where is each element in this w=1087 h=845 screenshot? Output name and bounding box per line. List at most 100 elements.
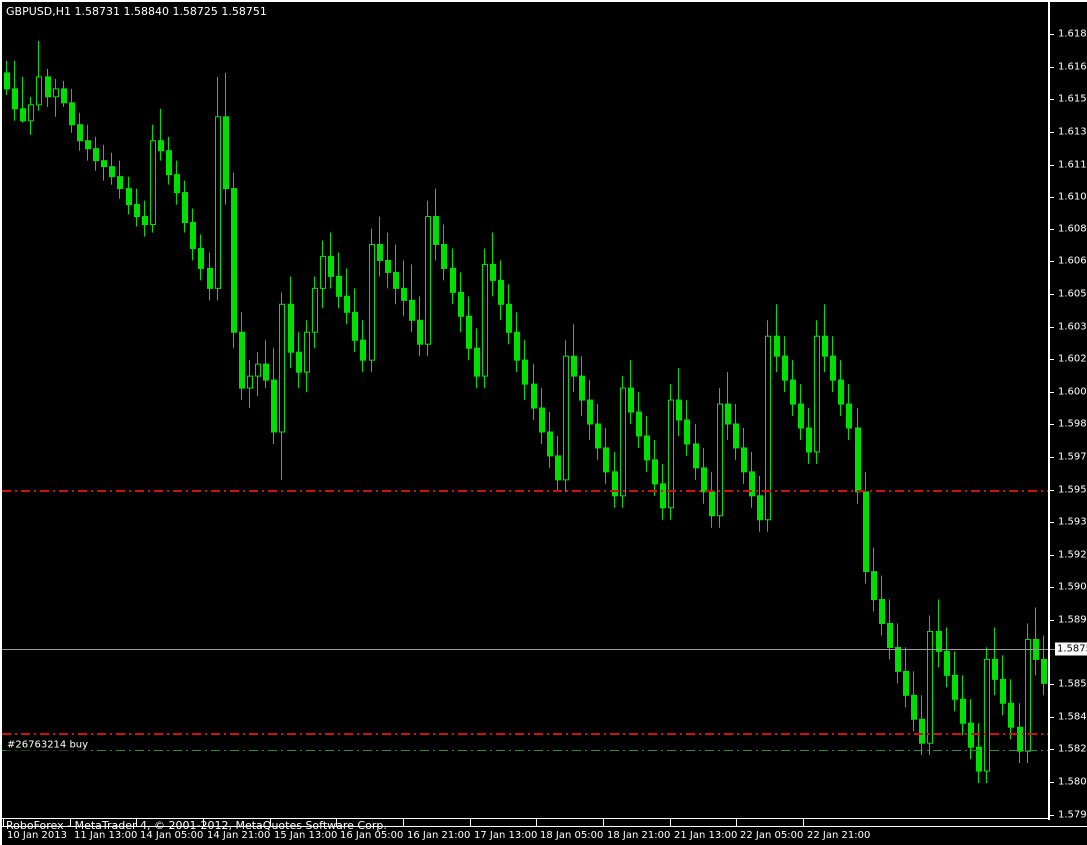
- current-price-line[interactable]: [2, 649, 1048, 651]
- candle-body-bear: [288, 303, 294, 353]
- candle-body-bear: [855, 427, 861, 493]
- candle-body-bear: [741, 447, 747, 473]
- candle-body-bear: [45, 76, 51, 98]
- candle-body-bear: [871, 571, 877, 601]
- price-axis-label: 1.58900: [1058, 614, 1087, 625]
- stoploss-line[interactable]: [2, 733, 1048, 736]
- price-axis-label: 1.61670: [1058, 61, 1087, 73]
- price-axis-label: 1.59550: [1058, 484, 1087, 496]
- chart-plot-area[interactable]: #26763214 buy: [2, 2, 1048, 818]
- price-tick: [1050, 196, 1054, 198]
- price-scale[interactable]: 1.61835 1.61670 1.61510 1.61345 1.61180 1.610…: [1050, 2, 1087, 821]
- candle-body-bear: [587, 399, 593, 425]
- current-price-label: 1.58751: [1055, 642, 1087, 656]
- candle-body-bear: [1017, 726, 1023, 752]
- candle-body-bear: [863, 491, 869, 573]
- candle-body-bull: [482, 263, 488, 377]
- time-tick: [270, 818, 271, 826]
- time-scale[interactable]: 10 Jan 2013 11 Jan 13:00 14 Jan 05:00 14 Ja…: [0, 818, 1087, 845]
- time-axis-label: 11 Jan 13:00: [74, 830, 138, 841]
- price-axis-label: 1.59715: [1058, 451, 1087, 463]
- candle-body-bear: [522, 359, 528, 385]
- order-label[interactable]: #26763214 buy: [6, 739, 90, 751]
- candle-body-bear: [944, 650, 950, 676]
- candle-body-bear: [158, 140, 164, 152]
- candle-body-bear: [474, 347, 480, 377]
- candle-body-bear: [409, 299, 415, 321]
- candle-body-bear: [838, 379, 844, 405]
- candle-body-bear: [992, 658, 998, 680]
- candle-body-bear: [790, 379, 796, 405]
- candle-body-bull: [215, 116, 221, 289]
- price-scale-divider: [1048, 0, 1050, 820]
- symbol-ohlc-header: GBPUSD,H1 1.58731 1.58840 1.58725 1.5875…: [6, 5, 267, 18]
- time-tick: [670, 818, 671, 826]
- candle-body-bear: [360, 339, 366, 361]
- candle-body-bear: [749, 471, 755, 497]
- candle-body-bull: [304, 331, 310, 373]
- candle-body-bear: [579, 375, 585, 401]
- candle-body-bear: [976, 746, 982, 772]
- time-axis-label: 15 Jan 13:00: [274, 830, 338, 841]
- price-axis-label: 1.59065: [1058, 581, 1087, 593]
- candle-body-bear: [936, 630, 942, 652]
- candle-body-bear: [450, 267, 456, 293]
- candle-body-bear: [887, 622, 893, 648]
- candle-body-bull: [312, 287, 318, 333]
- candle-body-bear: [709, 491, 715, 517]
- candle-body-bear: [830, 355, 836, 381]
- candle-body-bear: [441, 243, 447, 269]
- candle-body-bear: [85, 140, 91, 150]
- candle-body-bear: [61, 88, 67, 104]
- candle-body-bear: [20, 108, 26, 122]
- candle-body-bear: [466, 315, 472, 349]
- candle-body-bear: [417, 319, 423, 345]
- candle-body-bear: [174, 174, 180, 194]
- price-axis-label: 1.61020: [1058, 191, 1087, 203]
- candle-body-bear: [93, 148, 99, 162]
- time-axis-label: 18 Jan 05:00: [540, 830, 604, 841]
- time-tick: [136, 818, 137, 826]
- price-axis-label: 1.61345: [1058, 126, 1087, 138]
- candle-body-bear: [385, 259, 391, 273]
- candle-body-bear: [701, 467, 707, 493]
- candle-body-bear: [142, 216, 148, 226]
- price-axis-label: 1.60040: [1058, 386, 1087, 398]
- candle-body-bull: [53, 88, 59, 98]
- candle-body-bear: [506, 303, 512, 333]
- resistance-line[interactable]: [2, 489, 1048, 492]
- candle-body-bear: [117, 176, 123, 190]
- candle-body-bear: [895, 646, 901, 672]
- price-tick: [1050, 586, 1054, 588]
- order-open-line[interactable]: [2, 750, 1048, 752]
- candle-body-bear: [725, 403, 731, 425]
- candle-body-bear: [644, 435, 650, 461]
- candle-body-bear: [879, 599, 885, 624]
- time-axis-label: 21 Jan 13:00: [674, 830, 738, 841]
- candle-body-bear: [952, 674, 958, 700]
- candle-body-bear: [968, 722, 974, 748]
- candle-body-bull: [717, 403, 723, 517]
- time-scale-divider-inner: [0, 818, 1048, 819]
- time-tick: [203, 818, 204, 826]
- candle-body-bear: [352, 311, 358, 341]
- price-tick: [1050, 392, 1054, 394]
- candle-body-bull: [320, 255, 326, 289]
- candle-body-bear: [514, 331, 520, 361]
- time-axis-label: 22 Jan 21:00: [807, 830, 871, 841]
- current-price-tick: [1050, 649, 1055, 651]
- candlestick-series: [4, 40, 1047, 784]
- candle-body-bear: [733, 423, 739, 449]
- price-axis-label: 1.59880: [1058, 418, 1087, 430]
- price-axis-label: 1.58575: [1058, 678, 1087, 690]
- time-axis-label: 16 Jan 21:00: [407, 830, 471, 841]
- price-tick: [1050, 684, 1054, 686]
- price-axis-label: 1.61835: [1058, 28, 1087, 40]
- candle-body-bear: [595, 423, 601, 449]
- candle-body-bull: [620, 387, 626, 497]
- candle-body-bear: [336, 275, 342, 297]
- candle-body-bull: [369, 243, 375, 361]
- candle-body-bear: [263, 363, 269, 381]
- candle-body-bear: [1041, 658, 1047, 684]
